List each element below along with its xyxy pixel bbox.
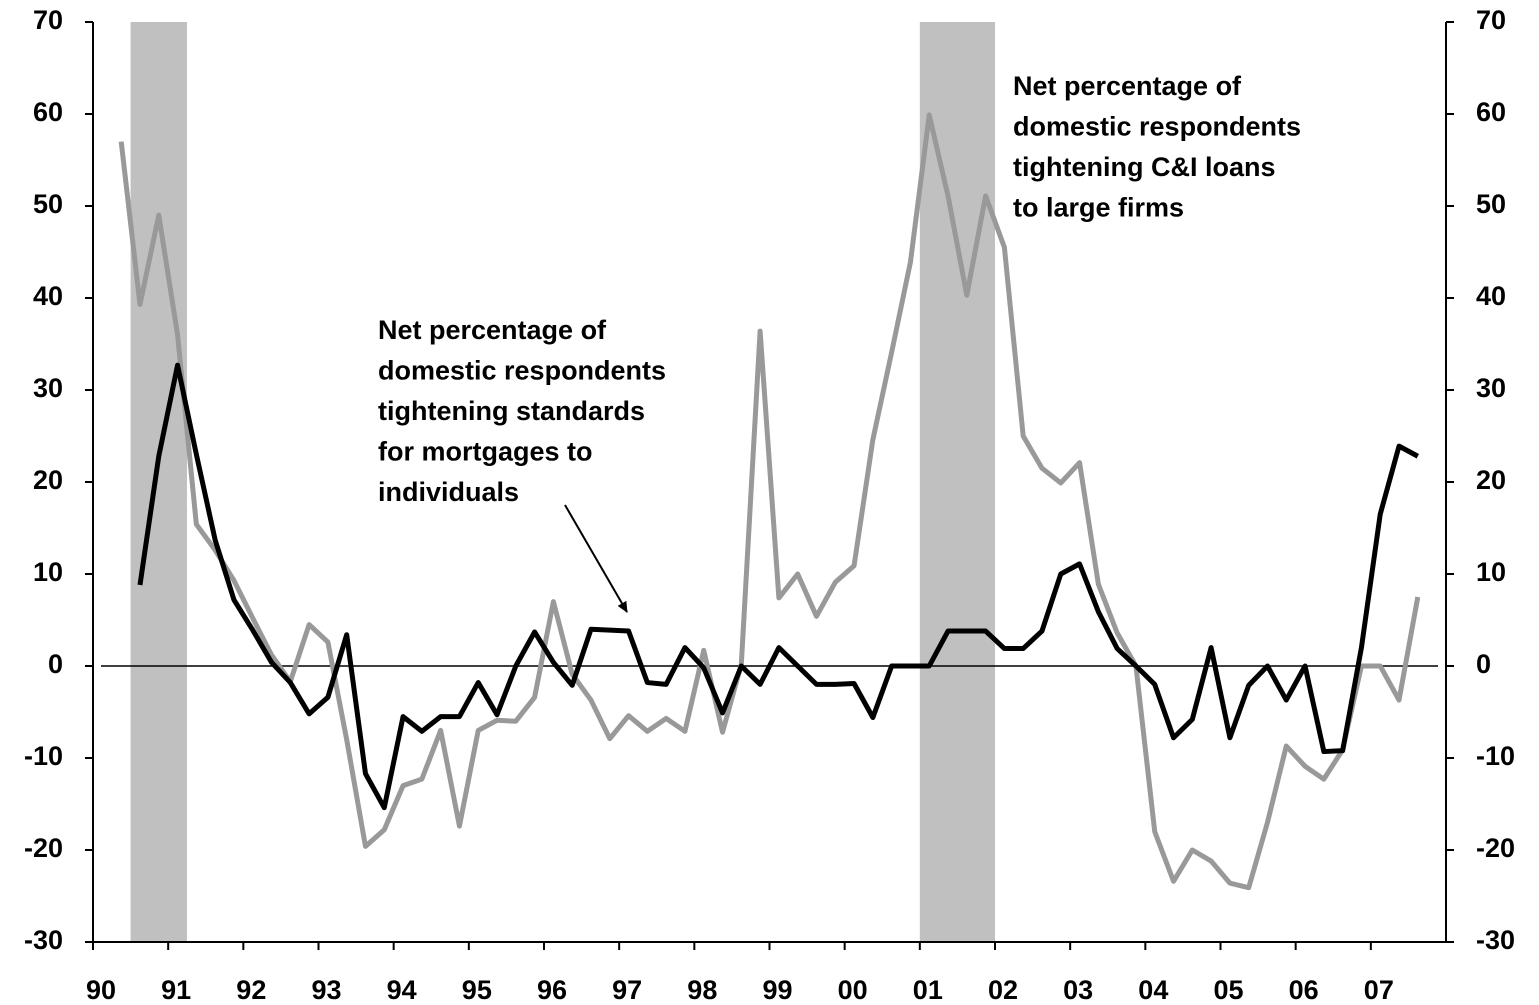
x-tick-label: 99 xyxy=(762,975,792,1005)
x-tick-label: 98 xyxy=(687,975,717,1005)
x-tick-label: 92 xyxy=(236,975,266,1005)
x-tick-label: 02 xyxy=(988,975,1018,1005)
x-tick-label: 96 xyxy=(537,975,567,1005)
x-tick-label: 04 xyxy=(1138,975,1168,1005)
annotation: domestic respondents xyxy=(378,356,666,386)
y2-tick-label: 60 xyxy=(1476,97,1506,127)
y2-tick-label: 20 xyxy=(1476,465,1506,495)
x-tick-label: 97 xyxy=(612,975,642,1005)
y-tick-label: -30 xyxy=(24,925,63,955)
annotation: individuals xyxy=(378,477,519,507)
y-tick-label: 10 xyxy=(33,557,63,587)
x-tick-label: 00 xyxy=(838,975,868,1005)
recession-shade xyxy=(130,22,187,942)
y2-tick-label: -10 xyxy=(1476,741,1515,771)
x-tick-label: 93 xyxy=(311,975,341,1005)
series-line xyxy=(118,112,1421,891)
y-tick-label: 70 xyxy=(33,5,63,35)
annotation: Net percentage of xyxy=(1013,71,1242,101)
y-tick-label: 30 xyxy=(33,373,63,403)
y-tick-label: -20 xyxy=(24,833,63,863)
annotation: domestic respondents xyxy=(1013,112,1301,142)
x-tick-label: 95 xyxy=(462,975,492,1005)
x-tick-label: 91 xyxy=(161,975,191,1005)
series-line xyxy=(137,362,1419,811)
y2-tick-label: -20 xyxy=(1476,833,1515,863)
y2-tick-label: 10 xyxy=(1476,557,1506,587)
y-tick-label: 0 xyxy=(48,649,63,679)
y2-tick-label: 40 xyxy=(1476,281,1506,311)
annotation: to large firms xyxy=(1013,193,1184,223)
y-tick-label: 40 xyxy=(33,281,63,311)
x-tick-label: 05 xyxy=(1213,975,1243,1005)
recession-shade xyxy=(919,22,995,942)
x-tick-label: 06 xyxy=(1289,975,1319,1005)
x-tick-label: 01 xyxy=(913,975,943,1005)
x-tick-label: 03 xyxy=(1063,975,1093,1005)
y2-tick-label: 50 xyxy=(1476,189,1506,219)
x-tick-label: 07 xyxy=(1364,975,1394,1005)
x-tick-label: 90 xyxy=(86,975,116,1005)
annotation: Net percentage of xyxy=(378,315,607,345)
y-tick-label: -10 xyxy=(24,741,63,771)
annotation: tightening standards xyxy=(378,396,645,426)
y-tick-label: 60 xyxy=(33,97,63,127)
y2-tick-label: 70 xyxy=(1476,5,1506,35)
y-tick-label: 50 xyxy=(33,189,63,219)
y2-tick-label: 30 xyxy=(1476,373,1506,403)
annotation: tightening C&I loans xyxy=(1013,152,1276,182)
annotation-arrow xyxy=(564,504,628,613)
y-tick-label: 20 xyxy=(33,465,63,495)
x-tick-label: 94 xyxy=(387,975,417,1005)
y2-tick-label: 0 xyxy=(1476,649,1491,679)
annotation: for mortgages to xyxy=(378,437,593,467)
y2-tick-label: -30 xyxy=(1476,925,1515,955)
